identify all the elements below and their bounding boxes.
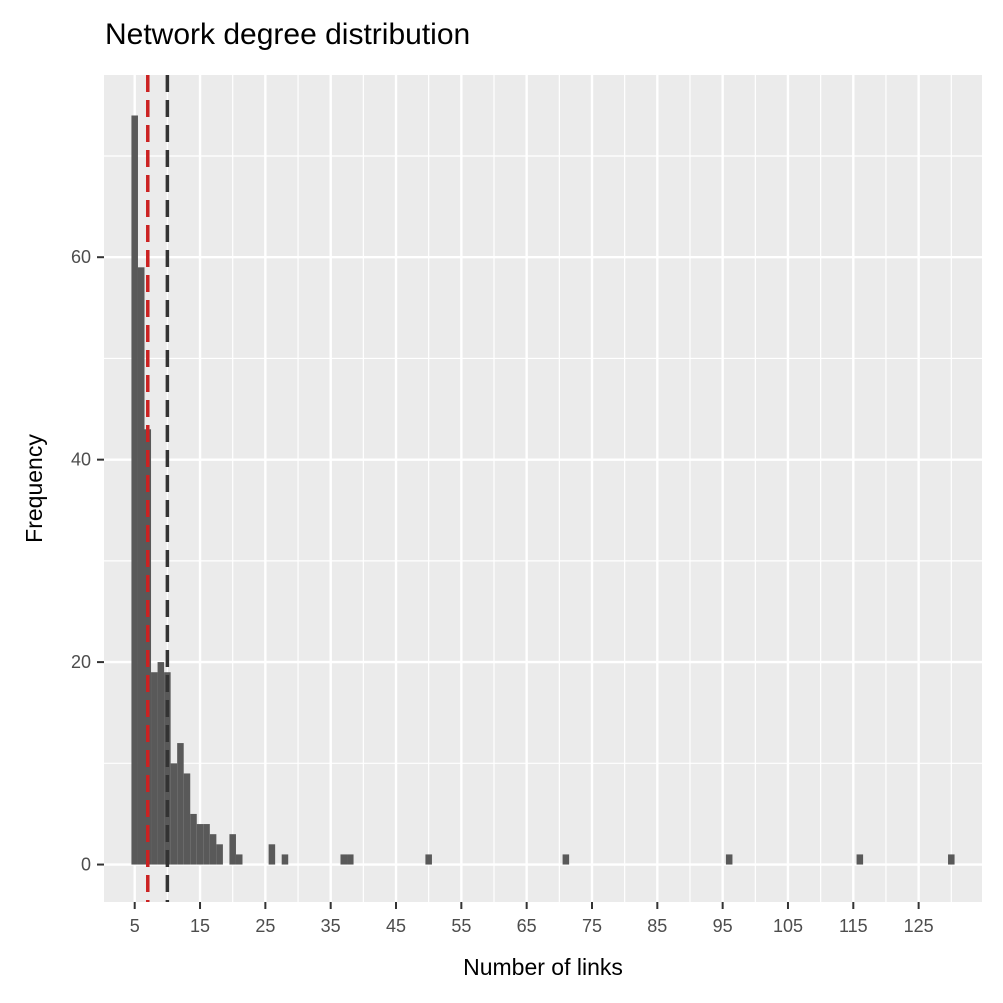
histogram-bar <box>562 854 570 865</box>
x-tick-label: 45 <box>386 916 406 936</box>
histogram-bar <box>725 854 733 865</box>
x-tick-label: 35 <box>321 916 341 936</box>
histogram-bar <box>235 854 243 865</box>
histogram-bar <box>948 854 955 865</box>
histogram-bar <box>170 763 178 865</box>
histogram-bar <box>268 844 276 865</box>
histogram-bar <box>196 824 204 865</box>
x-tick-label: 15 <box>190 916 210 936</box>
plot-panel <box>104 75 982 902</box>
x-tick-label: 105 <box>773 916 803 936</box>
x-tick-label: 75 <box>582 916 602 936</box>
x-tick-label: 5 <box>130 916 140 936</box>
x-axis-title: Number of links <box>463 954 623 980</box>
x-tick-label: 25 <box>255 916 275 936</box>
histogram-bar <box>177 743 184 865</box>
histogram-bar <box>281 854 289 865</box>
histogram-bar <box>190 813 197 865</box>
y-tick-label: 60 <box>71 247 91 267</box>
x-axis: 5 15 25 35 45 55 65 75 85 95 105 115 125 <box>130 902 934 936</box>
y-tick-label: 20 <box>71 652 91 672</box>
x-tick-label: 85 <box>647 916 667 936</box>
histogram-bar <box>137 267 145 865</box>
histogram-bar <box>164 672 171 865</box>
histogram-bar <box>203 824 210 865</box>
histogram-bar <box>229 834 236 865</box>
histogram-bar <box>425 854 432 865</box>
histogram-bar <box>151 672 158 865</box>
y-axis-title: Frequency <box>21 434 47 543</box>
histogram-bar <box>157 662 165 865</box>
histogram-bar <box>209 834 217 865</box>
histogram-bar <box>144 429 152 865</box>
x-tick-label: 95 <box>713 916 733 936</box>
histogram-bar <box>340 854 348 865</box>
grid-minor <box>104 75 982 902</box>
y-axis: 0 20 40 60 <box>71 247 104 875</box>
histogram-bar <box>347 854 354 865</box>
histogram-bars <box>131 115 955 865</box>
histogram-bar <box>856 854 864 865</box>
histogram-bar <box>183 773 191 865</box>
y-tick-label: 40 <box>71 450 91 470</box>
y-tick-label: 0 <box>81 855 91 875</box>
x-tick-label: 125 <box>904 916 934 936</box>
x-tick-label: 65 <box>517 916 537 936</box>
histogram-bar <box>131 115 138 865</box>
chart-title: Network degree distribution <box>105 18 471 51</box>
histogram-bar <box>216 844 223 865</box>
x-tick-label: 55 <box>451 916 471 936</box>
x-tick-label: 115 <box>839 916 868 936</box>
reference-lines <box>146 75 170 902</box>
